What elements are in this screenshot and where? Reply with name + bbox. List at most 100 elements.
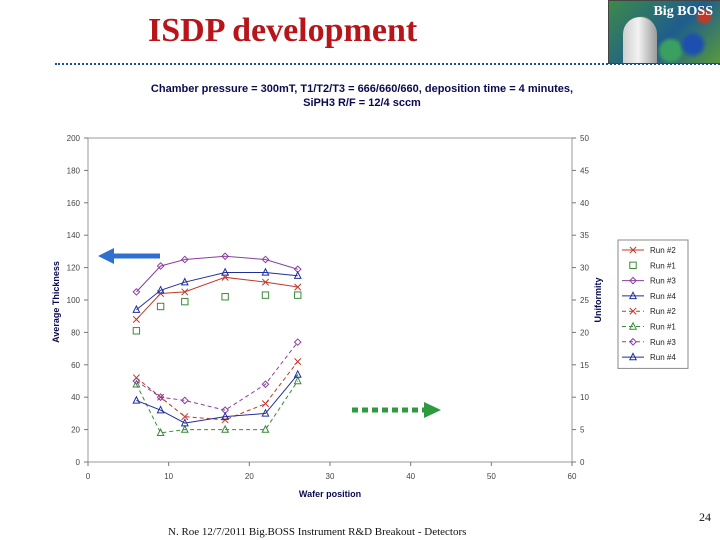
data-point — [132, 395, 141, 404]
y-tick-label: 160 — [67, 199, 81, 208]
y2-tick-label: 0 — [580, 458, 585, 467]
series-line-uniformity-7 — [136, 341, 299, 411]
data-point — [132, 287, 141, 296]
y2-tick-label: 10 — [580, 393, 589, 402]
legend-label: Run #1 — [650, 261, 676, 270]
data-point — [221, 267, 230, 276]
data-point — [261, 267, 270, 276]
series-line-thickness-1 — [136, 276, 298, 320]
y2-tick-label: 5 — [580, 426, 585, 435]
y-tick-label: 20 — [71, 426, 80, 435]
data-point — [180, 255, 189, 264]
series-line-uniformity-8 — [136, 374, 299, 424]
footer-text: N. Roe 12/7/2011 Big.BOSS Instrument R&D… — [168, 526, 467, 538]
data-point — [132, 315, 140, 323]
legend-swatch-marker — [629, 246, 637, 254]
data-point — [156, 285, 165, 294]
x-tick-label: 30 — [326, 472, 335, 481]
y-tick-label: 60 — [71, 361, 80, 370]
data-point — [180, 424, 189, 433]
data-point — [221, 252, 230, 261]
legend-label: Run #3 — [650, 277, 676, 286]
legend-label: Run #2 — [650, 246, 676, 255]
data-point — [132, 327, 141, 335]
x-tick-label: 10 — [164, 472, 173, 481]
x-tick-label: 40 — [406, 472, 415, 481]
y-tick-label: 140 — [67, 231, 81, 240]
y2-tick-label: 50 — [580, 134, 589, 143]
legend-swatch-marker — [629, 337, 637, 346]
data-point — [261, 255, 270, 264]
legend-box — [617, 239, 689, 369]
data-point — [293, 369, 302, 378]
legend-label: Run #1 — [650, 323, 676, 332]
data-point — [156, 428, 165, 437]
data-point — [261, 291, 270, 299]
series-line-uniformity-5 — [136, 361, 299, 421]
legend-label: Run #3 — [650, 338, 676, 347]
data-point — [156, 393, 165, 402]
data-point — [221, 424, 230, 433]
legend-swatch-marker — [628, 321, 638, 330]
x-tick-label: 60 — [568, 472, 577, 481]
data-point — [261, 380, 270, 389]
data-point — [261, 400, 270, 408]
legend-swatch-marker — [628, 291, 638, 300]
y-tick-label: 120 — [67, 264, 81, 273]
left-arrow-head — [98, 248, 114, 264]
data-point — [132, 304, 141, 313]
y2-tick-label: 35 — [580, 231, 589, 240]
data-point — [293, 270, 302, 279]
page-number: 24 — [699, 510, 711, 524]
series-line-thickness-3 — [136, 255, 298, 293]
chart-title-line-2: SiPH3 R/F = 12/4 sccm — [303, 97, 421, 109]
y2-tick-label: 40 — [580, 199, 589, 208]
data-point — [181, 288, 189, 296]
data-point — [181, 297, 189, 306]
data-point — [221, 293, 229, 301]
data-point — [294, 358, 302, 366]
telescope-dome-image — [623, 17, 657, 63]
series-line-thickness-4 — [136, 271, 298, 311]
data-point — [261, 278, 270, 286]
x-tick-label: 50 — [487, 472, 496, 481]
legend-swatch-marker — [629, 261, 637, 270]
y-tick-label: 100 — [67, 296, 81, 305]
data-point — [132, 377, 141, 385]
legend-swatch-marker — [629, 307, 637, 315]
x-tick-label: 20 — [245, 472, 254, 481]
x-axis-label: Wafer position — [299, 489, 361, 499]
series-line-uniformity-6 — [135, 380, 299, 434]
data-point — [156, 405, 165, 414]
slide-title: ISDP development — [148, 12, 418, 49]
y-tick-label: 180 — [67, 166, 81, 175]
legend-label: Run #2 — [650, 307, 676, 316]
data-point — [181, 413, 189, 421]
legend-label: Run #4 — [650, 292, 676, 301]
title-divider — [55, 63, 720, 65]
right-arrow-head — [424, 402, 441, 418]
legend-swatch-marker — [628, 352, 638, 361]
data-point — [180, 277, 189, 286]
bigboss-logo: Big BOSS — [608, 0, 720, 64]
data-point — [132, 379, 141, 388]
data-point — [261, 408, 270, 417]
x-tick-label: 0 — [86, 472, 91, 481]
data-point — [180, 396, 189, 405]
data-point — [294, 291, 302, 299]
legend-swatch-marker — [629, 276, 637, 285]
plot-area-frame — [87, 137, 573, 463]
y2-tick-label: 25 — [580, 296, 589, 305]
y2-tick-label: 15 — [580, 361, 589, 370]
y2-tick-label: 20 — [580, 328, 589, 337]
data-point — [293, 338, 302, 347]
data-point — [261, 424, 270, 433]
y2-axis-label: Uniformity — [593, 278, 603, 323]
data-point — [156, 262, 165, 270]
legend-label: Run #4 — [650, 353, 676, 362]
data-point — [156, 302, 165, 311]
y-axis-label: Average Thickness — [51, 261, 61, 343]
chart-title-line-1: Chamber pressure = 300mT, T1/T2/T3 = 666… — [151, 83, 573, 95]
y-tick-label: 40 — [71, 393, 80, 402]
